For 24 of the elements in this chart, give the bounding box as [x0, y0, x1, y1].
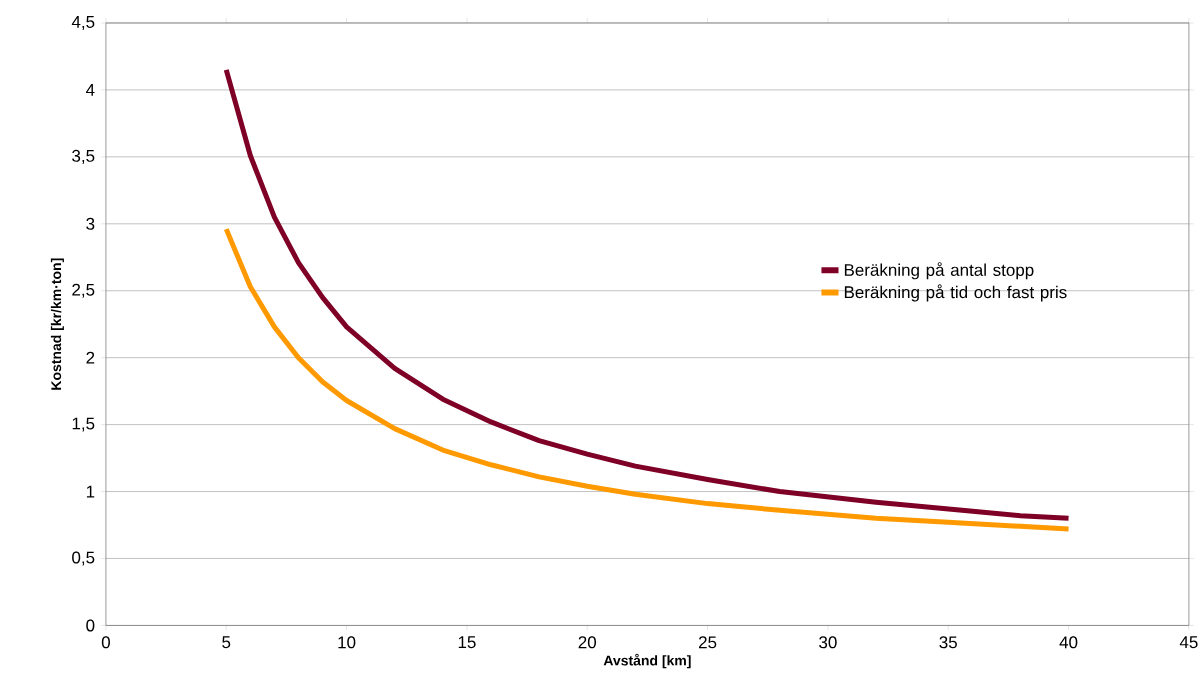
x-tick-label: 45	[1179, 636, 1198, 648]
x-tick-label: 10	[338, 636, 356, 649]
x-tick-label: 20	[578, 636, 597, 649]
y-tick-label: 0,5	[72, 551, 95, 566]
y-tick-label: 4,5	[71, 15, 95, 30]
y-tick-label: 1	[86, 485, 95, 498]
legend-label: Beräkning på antal stopp	[844, 261, 1034, 280]
y-tick-label: 0	[86, 619, 95, 632]
x-tick-label: 35	[939, 636, 957, 649]
y-tick-label: 3	[86, 217, 95, 230]
x-tick-label: 30	[819, 636, 837, 649]
y-tick-label: 3,5	[72, 149, 95, 164]
y-tick-label: 4	[86, 83, 95, 96]
x-tick-label: 15	[458, 636, 476, 648]
y-tick-label: 2	[86, 351, 95, 364]
y-tick-label: 1,5	[72, 417, 95, 432]
x-tick-label: 5	[222, 636, 231, 648]
legend-label: Beräkning på tid och fast pris	[844, 284, 1067, 302]
x-tick-label: 40	[1059, 636, 1078, 649]
x-axis-title: Avstånd [km]	[603, 653, 691, 669]
y-axis-title: Kostnad [kr/km·ton]	[50, 258, 64, 390]
x-tick-label: 0	[101, 636, 110, 649]
x-tick-label: 25	[698, 636, 717, 649]
y-tick-label: 2,5	[72, 283, 95, 298]
